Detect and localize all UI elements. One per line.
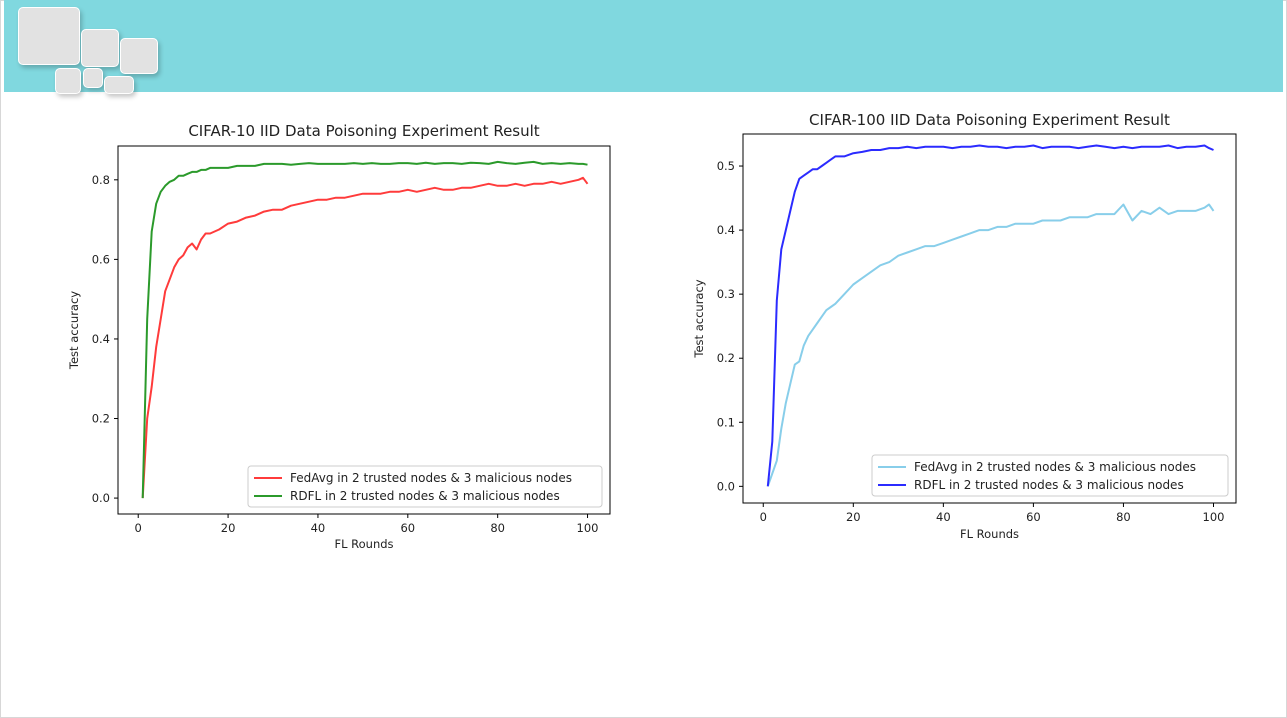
legend-box: [247, 465, 603, 508]
x-tick-label: 0: [135, 521, 142, 535]
chart-panel-cifar100: CIFAR-100 IID Data Poisoning Experiment …: [692, 111, 1237, 541]
y-tick-label: 0.4: [717, 223, 735, 237]
x-tick-label: 20: [221, 521, 236, 535]
legend-entry-label: RDFL in 2 trusted nodes & 3 malicious no…: [914, 478, 1184, 492]
x-tick-label: 60: [1026, 510, 1041, 524]
y-tick-label: 0.5: [717, 159, 735, 173]
y-tick-label: 0.4: [92, 332, 110, 346]
plot-frame: [117, 145, 611, 515]
chart-title: CIFAR-10 IID Data Poisoning Experiment R…: [188, 122, 539, 140]
decorative-square-large: [18, 7, 80, 65]
chart-cifar10: CIFAR-10 IID Data Poisoning Experiment R…: [67, 122, 611, 551]
chart-legend: FedAvg in 2 trusted nodes & 3 malicious …: [871, 454, 1229, 497]
x-axis-label: FL Rounds: [334, 537, 393, 551]
x-tick-label: 100: [577, 521, 599, 535]
chart-panel-cifar10: CIFAR-10 IID Data Poisoning Experiment R…: [0, 0, 640, 580]
y-tick-label: 0.2: [717, 351, 735, 365]
series-line-fedavg: [141, 176, 589, 499]
y-axis-label: Test accuracy: [67, 291, 81, 370]
y-tick-label: 0.1: [717, 415, 735, 429]
legend-entry-label: FedAvg in 2 trusted nodes & 3 malicious …: [914, 460, 1196, 474]
chart-legend: FedAvg in 2 trusted nodes & 3 malicious …: [247, 465, 603, 508]
x-axis-label: FL Rounds: [960, 527, 1019, 541]
y-axis-label: Test accuracy: [692, 279, 706, 358]
decorative-square-small-right: [104, 76, 134, 94]
x-tick-label: 80: [490, 521, 505, 535]
y-tick-label: 0.3: [717, 287, 735, 301]
x-tick-label: 100: [1203, 510, 1225, 524]
decorative-square-right: [120, 38, 158, 74]
x-tick-label: 80: [1116, 510, 1131, 524]
y-tick-label: 0.2: [92, 412, 110, 426]
x-tick-label: 0: [760, 510, 767, 524]
x-tick-label: 60: [400, 521, 415, 535]
legend-box: [871, 454, 1229, 497]
series-line-fedavg: [766, 203, 1215, 487]
x-tick-label: 40: [311, 521, 326, 535]
legend-entry-label: FedAvg in 2 trusted nodes & 3 malicious …: [290, 471, 572, 485]
legend-entry-label: RDFL in 2 trusted nodes & 3 malicious no…: [290, 489, 560, 503]
y-tick-label: 0.0: [717, 479, 735, 493]
slide-header-band: [4, 0, 1283, 92]
x-tick-label: 40: [936, 510, 951, 524]
series-line-rdfl: [141, 160, 588, 499]
chart-title: CIFAR-100 IID Data Poisoning Experiment …: [809, 111, 1170, 129]
plot-frame: [742, 133, 1237, 504]
y-tick-label: 0.6: [92, 252, 110, 266]
series-line-rdfl: [766, 144, 1214, 487]
y-tick-label: 0.0: [92, 491, 110, 505]
decorative-square-small-left: [55, 68, 81, 94]
decorative-square-medium: [81, 29, 119, 67]
chart-cifar100: CIFAR-100 IID Data Poisoning Experiment …: [692, 111, 1237, 541]
x-tick-label: 20: [846, 510, 861, 524]
decorative-square-small-mid: [83, 68, 103, 88]
y-tick-label: 0.8: [92, 173, 110, 187]
